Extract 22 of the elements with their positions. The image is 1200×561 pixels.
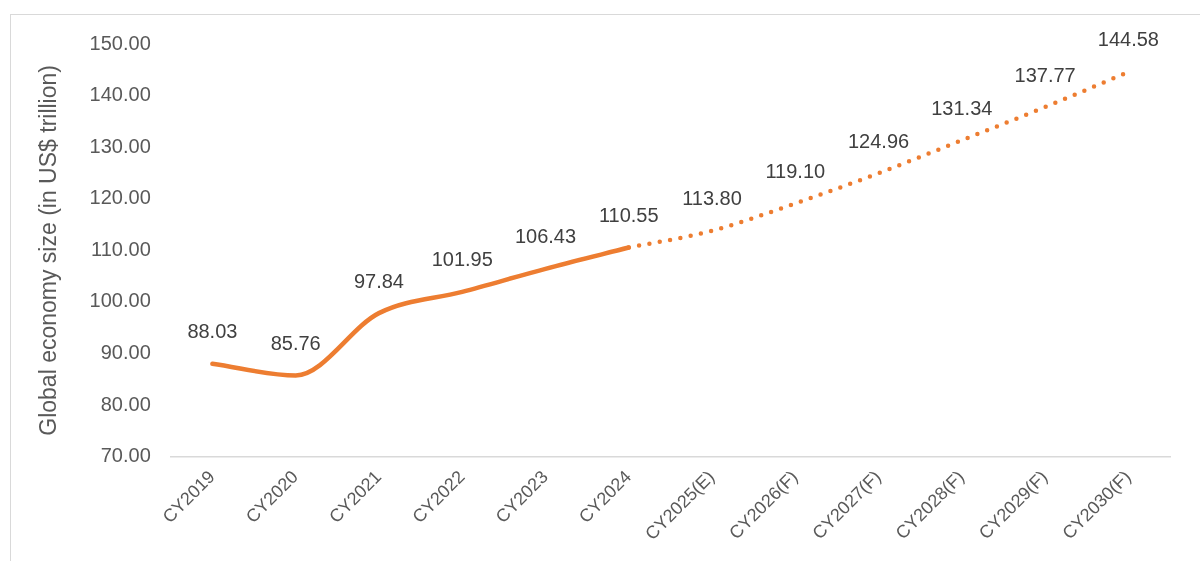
y-tick-label: 100.00 [89, 289, 151, 312]
y-tick-label: 90.00 [100, 341, 151, 364]
y-axis-title: Global economy size (in US$ trillion) [35, 65, 62, 436]
data-label: 88.03 [187, 320, 238, 343]
data-label: 119.10 [765, 159, 826, 182]
data-label: 106.43 [514, 225, 577, 248]
y-tick-label: 150.00 [89, 31, 151, 54]
data-label: 113.80 [682, 187, 742, 210]
y-tick-label: 130.00 [89, 134, 151, 157]
data-label: 144.58 [1097, 28, 1159, 51]
y-tick-label: 70.00 [100, 444, 151, 467]
y-tick-label: 110.00 [91, 237, 151, 260]
data-label: 131.34 [931, 96, 993, 119]
data-label: 101.95 [431, 248, 493, 271]
y-tick-label: 120.00 [89, 186, 151, 209]
data-label: 137.77 [1014, 63, 1076, 86]
data-label: 110.55 [598, 204, 659, 227]
data-label: 97.84 [353, 269, 404, 292]
y-tick-label: 80.00 [100, 392, 151, 415]
data-label: 124.96 [847, 129, 910, 152]
data-label: 85.76 [270, 331, 321, 354]
y-tick-label: 140.00 [89, 83, 151, 106]
